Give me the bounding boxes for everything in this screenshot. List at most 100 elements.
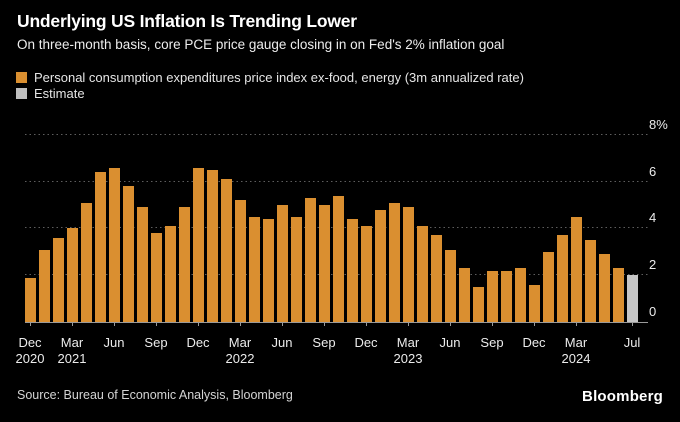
x-axis-tick-jun (450, 322, 451, 326)
gridline-8 (25, 133, 648, 135)
x-axis-tick-sep (324, 322, 325, 326)
x-axis-month-label: Mar (60, 335, 84, 350)
x-axis-tick-jun (282, 322, 283, 326)
bar-mar-2022 (235, 200, 246, 322)
x-axis-year-label: 2022 (225, 351, 255, 366)
bars-layer (25, 118, 648, 322)
bar-sep-2021 (151, 233, 162, 322)
y-axis-label-8: 8% (649, 116, 668, 132)
x-axis-month-label: Dec (522, 335, 546, 350)
bar-nov-2022 (347, 219, 358, 322)
bar-oct-2022 (333, 195, 344, 322)
x-axis-month-label: Mar (396, 335, 420, 350)
x-axis-labels: Dec 2020 Mar 2021 Jun Sep Dec Mar 2022 Jun Sep Dec M… (16, 322, 665, 372)
chart-subtitle: On three-month basis, core PCE price gau… (17, 37, 505, 52)
x-axis-tick-mar-2023 (408, 322, 409, 326)
legend-swatch-pce (16, 72, 27, 83)
x-axis-tick-sep (156, 322, 157, 326)
x-axis-month-label: Dec (18, 335, 42, 350)
bar-aug-2022 (305, 198, 316, 322)
bar-dec-2020 (25, 277, 36, 322)
bar-jun-2021 (109, 167, 120, 322)
x-axis-tick-sep (492, 322, 493, 326)
bar-jun-2024 (613, 268, 624, 322)
bloomberg-logo: Bloomberg (582, 388, 663, 405)
bar-apr-2024 (585, 240, 596, 322)
bar-oct-2023 (501, 270, 512, 322)
x-axis-month-label: Sep (480, 335, 504, 350)
bar-feb-2024 (557, 235, 568, 322)
bar-apr-2021 (81, 202, 92, 322)
x-axis-tick-mar-2024 (576, 322, 577, 326)
bar-nov-2021 (179, 207, 190, 322)
legend-swatch-estimate (16, 88, 27, 99)
y-axis-labels: 0 2 4 6 8% (649, 116, 679, 322)
bar-jan-2021 (39, 249, 50, 322)
x-axis-baseline (25, 322, 648, 323)
legend-item-estimate: Estimate (16, 86, 85, 101)
x-axis-month-label: Jun (439, 335, 461, 350)
gridline-6 (25, 180, 648, 182)
x-axis-tick-mar-2022 (240, 322, 241, 326)
y-axis-label-2: 2 (649, 257, 657, 273)
bar-oct-2021 (165, 226, 176, 322)
x-axis-year-label: 2021 (57, 351, 87, 366)
x-axis-tick-dec-2020 (30, 322, 31, 326)
y-axis-label-0: 0 (649, 304, 657, 319)
x-axis-tick-jun (114, 322, 115, 326)
bar-feb-2022 (221, 179, 232, 322)
bar-feb-2023 (389, 202, 400, 322)
bar-nov-2023 (515, 268, 526, 322)
bar-may-2021 (95, 172, 106, 322)
bar-may-2023 (431, 235, 442, 322)
bar-jul-2022 (291, 216, 302, 322)
bar-aug-2021 (137, 207, 148, 322)
bar-sep-2023 (487, 270, 498, 322)
bar-dec-2023 (529, 284, 540, 322)
x-axis-tick-mar-2021 (72, 322, 73, 326)
x-axis-month-label: Sep (312, 335, 336, 350)
bar-mar-2024 (571, 216, 582, 322)
bar-jan-2023 (375, 209, 386, 322)
bar-jan-2022 (207, 169, 218, 322)
x-axis-month-label: Dec (354, 335, 378, 350)
bar-apr-2023 (417, 226, 428, 322)
bar-dec-2022 (361, 226, 372, 322)
y-axis-label-6: 6 (649, 163, 657, 179)
bar-mar-2021 (67, 228, 78, 322)
bar-jun-2022 (277, 205, 288, 322)
legend-item-pce: Personal consumption expenditures price … (16, 70, 524, 85)
x-axis-year-label: 2024 (561, 351, 591, 366)
bar-dec-2021 (193, 167, 204, 322)
legend-label-estimate: Estimate (34, 86, 85, 101)
x-axis-month-label: Jun (271, 335, 293, 350)
bar-jul-2021 (123, 186, 134, 322)
bar-jun-2023 (445, 249, 456, 322)
x-axis-month-label: Jun (103, 335, 125, 350)
bar-may-2022 (263, 219, 274, 322)
bar-mar-2023 (403, 207, 414, 322)
x-axis-month-label: Mar (228, 335, 252, 350)
x-axis-month-label: Jul (623, 335, 641, 350)
bar-jul-2024-estimate (627, 275, 638, 322)
chart-title: Underlying US Inflation Is Trending Lowe… (17, 11, 357, 31)
x-axis-tick-dec (366, 322, 367, 326)
x-axis-year-label: 2023 (393, 351, 423, 366)
x-axis-tick-dec (534, 322, 535, 326)
bar-jul-2023 (459, 268, 470, 322)
bar-aug-2023 (473, 286, 484, 322)
bar-may-2024 (599, 254, 610, 322)
x-axis-year-label: 2020 (15, 351, 45, 366)
bar-feb-2021 (53, 237, 64, 322)
bar-apr-2022 (249, 216, 260, 322)
y-axis-label-4: 4 (649, 210, 657, 226)
x-axis-tick-jul (632, 322, 633, 326)
legend-label-pce: Personal consumption expenditures price … (34, 70, 524, 85)
x-axis-month-label: Dec (186, 335, 210, 350)
bar-jan-2024 (543, 251, 554, 322)
x-axis-month-label: Sep (144, 335, 168, 350)
source-credit: Source: Bureau of Economic Analysis, Blo… (17, 388, 293, 402)
bar-sep-2022 (319, 205, 330, 322)
x-axis-month-label: Mar (564, 335, 588, 350)
